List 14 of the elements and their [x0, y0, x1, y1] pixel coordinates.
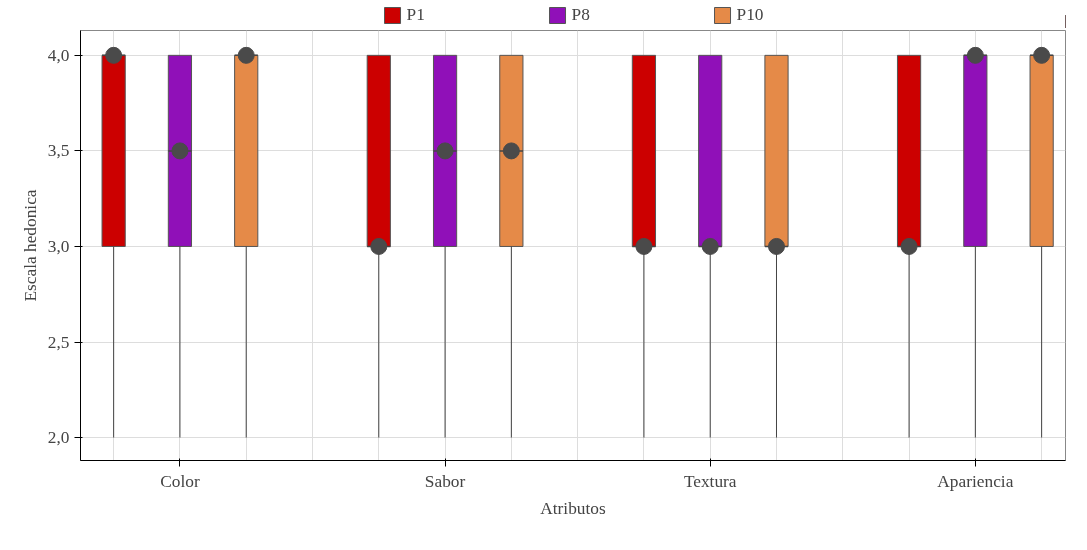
x-tick-label: Apariencia: [937, 471, 1014, 491]
x-tick-label: Textura: [683, 471, 737, 491]
y-tick-label: 4,0: [47, 45, 70, 65]
x-axis-title: Atributos: [540, 498, 606, 518]
legend-label: P8: [571, 5, 591, 25]
x-tick-label: Sabor: [424, 471, 466, 491]
y-axis-title: Escala hedonica: [20, 189, 40, 302]
y-tick-label: 3,5: [47, 141, 70, 161]
legend-label: P10: [736, 5, 764, 25]
y-tick-label: 2,5: [47, 332, 70, 352]
x-tick-label: Color: [160, 471, 200, 491]
legend-label: P1: [406, 5, 426, 25]
y-tick-label: 2,0: [47, 428, 70, 448]
y-tick-label: 3,0: [47, 236, 70, 256]
